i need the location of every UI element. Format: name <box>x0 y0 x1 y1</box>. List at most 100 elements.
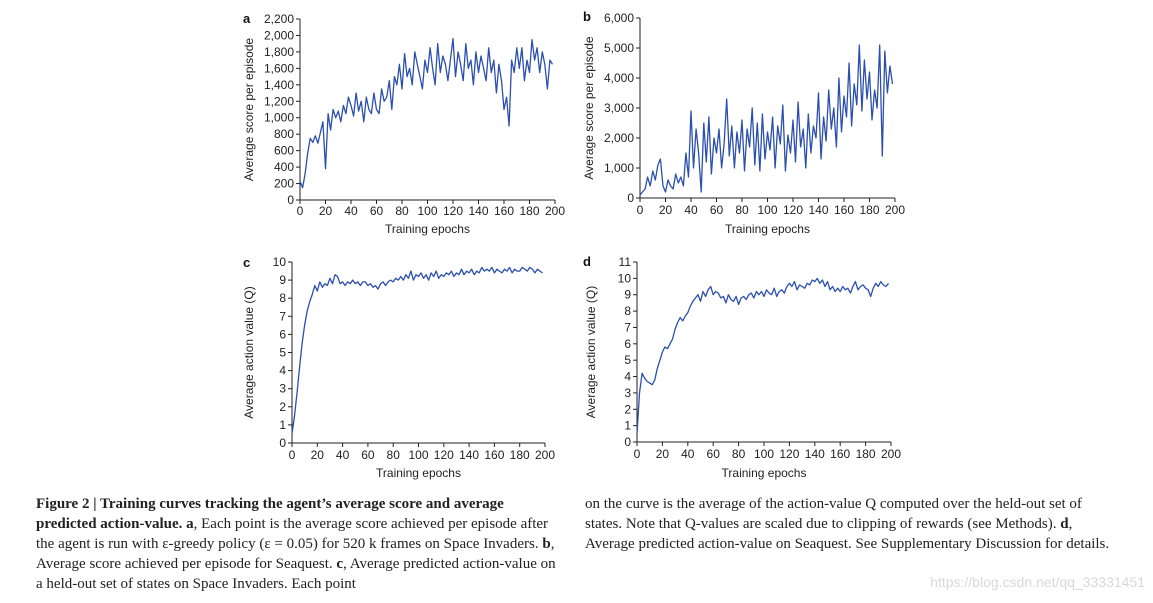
watermark: https://blog.csdn.net/qq_33331451 <box>930 574 1145 590</box>
panel-d-ytick-label-9: 9 <box>624 288 631 302</box>
panel-a-series-line <box>299 38 554 189</box>
panel-d-series-line <box>636 277 890 434</box>
panel-d-ytick-label-0: 0 <box>624 435 631 449</box>
panel-d-ytick-label-4: 4 <box>624 370 631 384</box>
panel-c-xtick-label-20: 20 <box>311 448 325 462</box>
panel-c-ytick-label-7: 7 <box>279 309 286 323</box>
panel-b-ytick-label-6000: 6,000 <box>604 11 634 25</box>
panel-a-xtick-label-80: 80 <box>395 204 409 218</box>
panel-a-ytick-label-1400: 1,400 <box>264 78 294 92</box>
caption-title: Figure 2 | Training curves tracking the … <box>36 496 504 532</box>
panel-a-ytick-label-600: 600 <box>274 144 294 158</box>
panel-a-xtick-label-60: 60 <box>370 204 384 218</box>
panel-a-ytick-label-200: 200 <box>274 177 294 191</box>
panel-a-ytick-label-2200: 2,200 <box>264 12 294 26</box>
panel-c-xtick-label-180: 180 <box>510 448 530 462</box>
panel-c-ytick-label-8: 8 <box>279 291 286 305</box>
panel-b-ylabel: Average score per episode <box>582 36 596 180</box>
panel-c-ytick-label-1: 1 <box>279 418 286 432</box>
panel-a-xtick-label-160: 160 <box>494 204 514 218</box>
panel-d-xtick-label-160: 160 <box>830 447 850 461</box>
panel-c-xtick-label-200: 200 <box>535 448 555 462</box>
panel-c-xtick-label-40: 40 <box>336 448 350 462</box>
panel-b-series-line <box>639 44 894 196</box>
panel-b-xlabel: Training epochs <box>725 222 810 236</box>
panel-a-ytick-label-2000: 2,000 <box>264 28 294 42</box>
panel-c-ytick-label-5: 5 <box>279 346 286 360</box>
panel-c-ytick-label-3: 3 <box>279 382 286 396</box>
panel-b-xtick-label-100: 100 <box>757 203 777 217</box>
panel-b-ytick-label-2000: 2,000 <box>604 131 634 145</box>
panel-d-xtick-label-180: 180 <box>856 447 876 461</box>
panel-b-ytick-label-1000: 1,000 <box>604 161 634 175</box>
panel-c-xtick-label-100: 100 <box>408 448 428 462</box>
panel-d-xtick-label-0: 0 <box>634 447 641 461</box>
panel-d-xtick-label-60: 60 <box>707 447 721 461</box>
panel-a-xtick-label-120: 120 <box>443 204 463 218</box>
panel-a-ytick-label-1200: 1,200 <box>264 94 294 108</box>
panel-a-xlabel: Training epochs <box>385 222 470 236</box>
panel-d-ylabel: Average action value (Q) <box>584 286 598 419</box>
caption-panel-c-text: , Average predicted action-value on a he… <box>36 556 556 592</box>
panel-c-ytick-label-6: 6 <box>279 327 286 341</box>
caption-continued-text: on the curve is the average of the actio… <box>585 496 1082 532</box>
panel-c-series-line <box>291 266 543 434</box>
panel-c-xtick-label-120: 120 <box>434 448 454 462</box>
panel-a-xtick-label-0: 0 <box>297 204 304 218</box>
panel-d-ytick-label-11: 11 <box>619 255 632 269</box>
panel-a-letter: a <box>243 11 251 26</box>
panel-d-ytick-label-8: 8 <box>624 304 631 318</box>
panel-b-xtick-label-200: 200 <box>885 203 905 217</box>
panel-b-xtick-label-160: 160 <box>834 203 854 217</box>
panel-c-xtick-label-160: 160 <box>484 448 504 462</box>
caption-panel-a-text: , Each point is the average score achiev… <box>36 516 549 552</box>
caption-panel-d-ref: d <box>1060 516 1069 532</box>
panel-d-xtick-label-120: 120 <box>779 447 799 461</box>
panel-b-xtick-label-40: 40 <box>684 203 698 217</box>
panel-d-ytick-label-7: 7 <box>624 320 631 334</box>
panel-c-ytick-label-9: 9 <box>279 273 286 287</box>
panel-d-ytick-label-2: 2 <box>624 402 631 416</box>
panel-d-letter: d <box>583 254 591 269</box>
panel-b-xtick-label-80: 80 <box>735 203 749 217</box>
panel-a-xtick-label-40: 40 <box>344 204 358 218</box>
panel-d-xtick-label-80: 80 <box>732 447 746 461</box>
panel-d-xtick-label-200: 200 <box>881 447 901 461</box>
panel-b-ytick-label-0: 0 <box>627 191 634 205</box>
panel-b-ytick-label-5000: 5,000 <box>604 41 634 55</box>
panel-a-xtick-label-20: 20 <box>319 204 333 218</box>
panel-d-xtick-label-140: 140 <box>805 447 825 461</box>
panel-a-xtick-label-100: 100 <box>417 204 437 218</box>
caption-panel-c-ref: c <box>336 556 344 572</box>
panel-d-xtick-label-100: 100 <box>754 447 774 461</box>
panel-a-ytick-label-0: 0 <box>287 193 294 207</box>
panel-c-xtick-label-80: 80 <box>387 448 401 462</box>
panel-a-ytick-label-1600: 1,600 <box>264 61 294 75</box>
panel-d-ytick-label-6: 6 <box>624 337 631 351</box>
panel-b-ytick-label-4000: 4,000 <box>604 71 634 85</box>
caption-panel-b-text: , Average score achieved per episode for… <box>36 536 555 572</box>
panel-d-ytick-label-1: 1 <box>624 419 631 433</box>
panel-b-letter: b <box>583 9 591 24</box>
panel-a-ytick-label-800: 800 <box>274 127 294 141</box>
panel-d-xlabel: Training epochs <box>722 466 807 480</box>
panel-b-xtick-label-60: 60 <box>710 203 724 217</box>
caption-right: on the curve is the average of the actio… <box>585 494 1115 554</box>
caption-panel-d-text: , Average predicted action-value on Seaq… <box>585 516 1110 552</box>
panel-b-xtick-label-120: 120 <box>783 203 803 217</box>
panel-a-xtick-label-180: 180 <box>519 204 539 218</box>
panel-c-letter: c <box>243 255 250 270</box>
panel-b-ytick-label-3000: 3,000 <box>604 101 634 115</box>
panel-d-ytick-label-5: 5 <box>624 353 631 367</box>
caption-left: Figure 2 | Training curves tracking the … <box>36 494 566 594</box>
panel-c-ytick-label-2: 2 <box>279 400 286 414</box>
panel-d-ytick-label-3: 3 <box>624 386 631 400</box>
figure-2: a0 20 40 60 80 100 120 140 160 180 200020040060080… <box>242 9 905 480</box>
panel-b-xtick-label-180: 180 <box>859 203 879 217</box>
panel-b-xtick-label-140: 140 <box>808 203 828 217</box>
panel-c-xtick-label-60: 60 <box>361 448 375 462</box>
panel-b-xtick-label-0: 0 <box>637 203 644 217</box>
panel-c-xtick-label-0: 0 <box>289 448 296 462</box>
panel-a-xtick-label-140: 140 <box>468 204 488 218</box>
panel-d-xtick-label-20: 20 <box>656 447 670 461</box>
